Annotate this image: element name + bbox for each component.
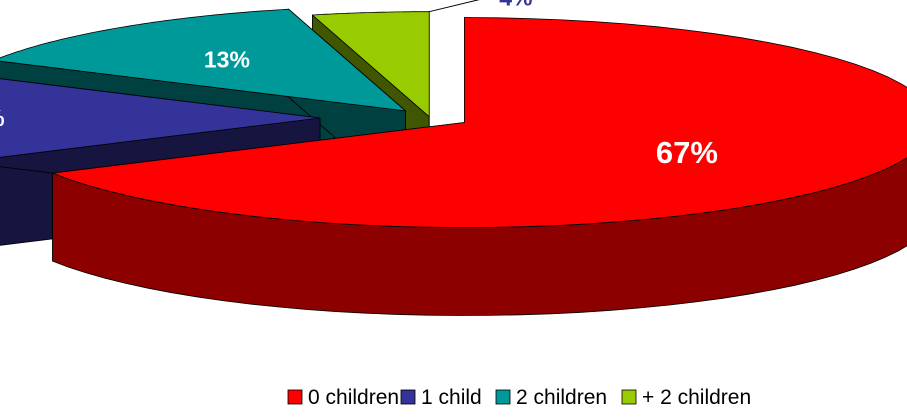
slice-2-children-top: [312, 11, 430, 118]
data-label-0-children: 67%: [656, 135, 718, 170]
slice-2-children-top: [0, 8, 406, 112]
legend-label-2-children: 2 children: [516, 386, 607, 409]
data-label-2-children: 4%: [499, 0, 532, 11]
slice-0-children-top: [52, 17, 907, 228]
legend: 0 children 1 child 2 children + 2 children: [287, 386, 751, 409]
legend-swatch-2-children: [495, 389, 511, 405]
label-leader-line: [429, 0, 480, 13]
legend-swatch-2-children: [621, 389, 637, 405]
pie-labels: 67% 16% 13% 4%: [0, 0, 718, 170]
data-label-2-children: 13%: [204, 47, 250, 73]
pie-slices: [0, 8, 907, 316]
legend-swatch-0-children: [287, 389, 303, 405]
legend-label-1-child: 1 child: [421, 386, 482, 409]
legend-label-0-children: 0 children: [308, 386, 399, 409]
data-label-1-child: 16%: [0, 105, 5, 131]
slice-1-child-top: [0, 78, 321, 158]
legend-label-2-children: + 2 children: [642, 386, 751, 409]
slice-0-children: [52, 17, 907, 316]
legend-swatch-1-child: [400, 389, 416, 405]
